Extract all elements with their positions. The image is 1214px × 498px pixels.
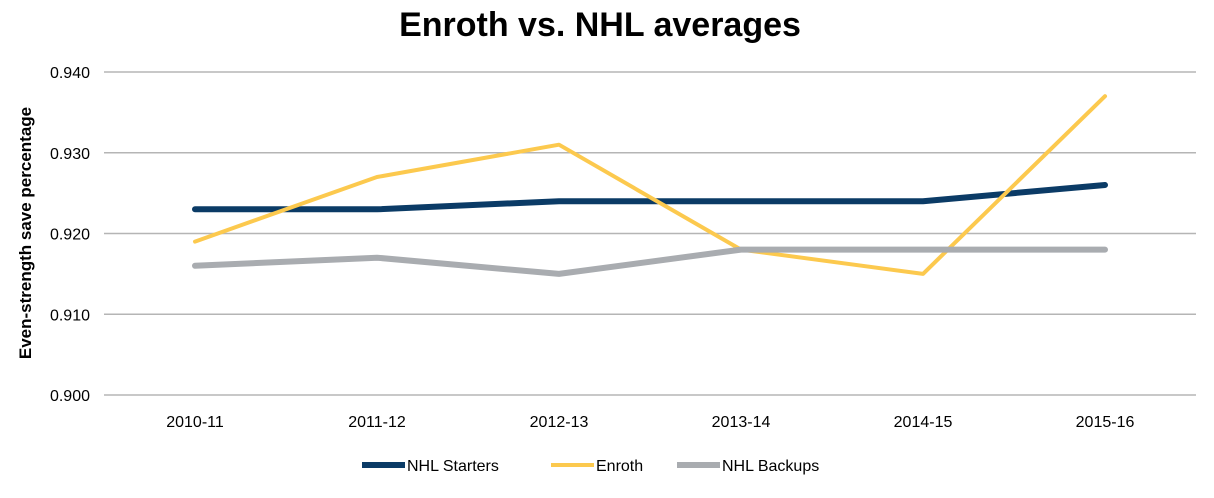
x-tick-label: 2010-11 bbox=[166, 414, 224, 431]
series-line-nhl-backups bbox=[192, 246, 1108, 277]
y-tick-label: 0.900 bbox=[50, 388, 90, 405]
legend-label: Enroth bbox=[596, 458, 643, 475]
legend-label: NHL Starters bbox=[407, 458, 499, 475]
y-tick-label: 0.920 bbox=[50, 227, 90, 244]
x-tick-label: 2014-15 bbox=[894, 414, 953, 431]
y-tick-label: 0.940 bbox=[50, 65, 90, 82]
legend-label: NHL Backups bbox=[722, 458, 819, 475]
x-tick-label: 2015-16 bbox=[1076, 414, 1135, 431]
x-tick-label: 2013-14 bbox=[712, 414, 771, 431]
y-tick-label: 0.910 bbox=[50, 307, 90, 324]
y-tick-label: 0.930 bbox=[50, 146, 90, 163]
chart-title: Enroth vs. NHL averages bbox=[399, 6, 801, 44]
series-line-enroth bbox=[193, 94, 1107, 276]
x-tick-label: 2012-13 bbox=[530, 414, 589, 431]
series-line-nhl-starters bbox=[192, 182, 1108, 213]
x-tick-label: 2011-12 bbox=[348, 414, 406, 431]
